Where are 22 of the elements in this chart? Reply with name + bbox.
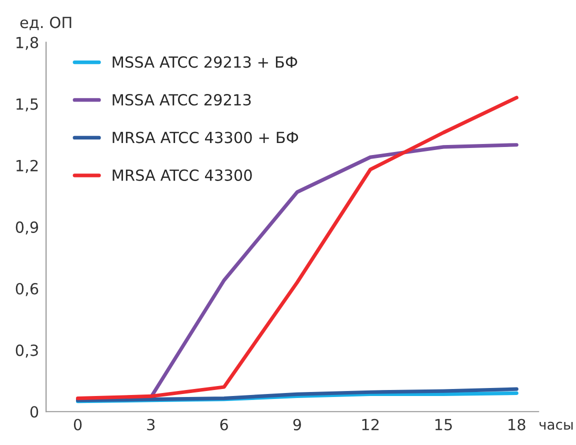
y-tick-label: 0 — [30, 406, 38, 418]
x-tick-label: 18 — [508, 418, 526, 430]
y-tick-label: 0,3 — [16, 344, 38, 358]
line-series — [76, 387, 518, 402]
x-tick-label: 0 — [74, 418, 82, 430]
y-tick-label: 1,2 — [16, 160, 38, 173]
legend-label: MRSA ATCC 43300 — [112, 169, 252, 181]
x-tick-label: 6 — [220, 418, 228, 430]
legend-label: MRSA ATCC 43300 + БФ — [112, 132, 298, 144]
x-tick-label: 9 — [293, 418, 301, 430]
legend-label: MSSA ATCC 29213 + БФ — [112, 56, 298, 68]
y-axis-title: ед. ОП — [20, 16, 72, 30]
x-tick-label: 3 — [147, 418, 155, 430]
x-tick-label: 15 — [435, 419, 452, 430]
x-axis-title: часы — [540, 422, 573, 430]
y-tick-label: 0,9 — [16, 221, 38, 235]
y-tick-label: 1,5 — [16, 98, 38, 112]
legend-label: MSSA ATCC 29213 — [112, 94, 251, 106]
y-tick-label: 1,8 — [16, 36, 38, 50]
x-tick-label: 12 — [362, 418, 379, 430]
y-tick-label: 0,6 — [16, 282, 38, 296]
line-series — [76, 96, 518, 400]
